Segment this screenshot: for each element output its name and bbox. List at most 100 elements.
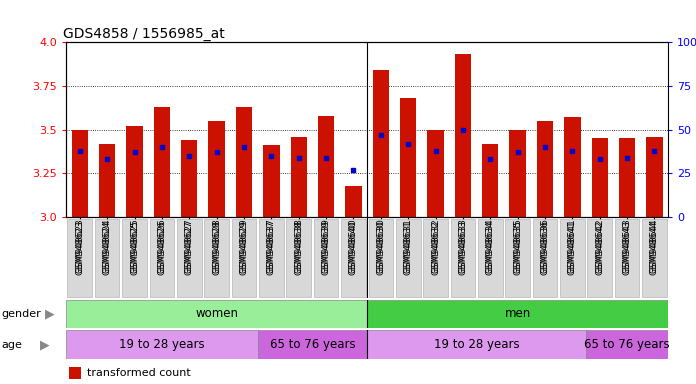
Bar — [290, 137, 307, 217]
FancyBboxPatch shape — [532, 218, 557, 297]
FancyBboxPatch shape — [560, 218, 585, 297]
Text: men: men — [505, 308, 531, 320]
Text: GSM948630: GSM948630 — [377, 218, 386, 273]
Text: GSM948623: GSM948623 — [75, 218, 84, 273]
Text: GSM948637: GSM948637 — [267, 220, 276, 275]
Text: GSM948636: GSM948636 — [541, 218, 550, 273]
Text: GSM948625: GSM948625 — [130, 218, 139, 273]
Bar — [345, 185, 362, 217]
Text: GSM948633: GSM948633 — [459, 220, 468, 275]
Text: GSM948642: GSM948642 — [595, 218, 604, 273]
Text: GSM948634: GSM948634 — [486, 218, 495, 273]
Text: transformed count: transformed count — [87, 369, 191, 379]
Bar — [647, 137, 663, 217]
FancyBboxPatch shape — [122, 218, 147, 297]
Text: GSM948630: GSM948630 — [377, 220, 386, 275]
Text: GSM948638: GSM948638 — [294, 218, 303, 273]
Bar — [427, 130, 444, 217]
Text: GSM948642: GSM948642 — [595, 220, 604, 275]
FancyBboxPatch shape — [205, 218, 229, 297]
FancyBboxPatch shape — [450, 218, 475, 297]
FancyBboxPatch shape — [505, 218, 530, 297]
Text: GSM948639: GSM948639 — [322, 218, 331, 273]
FancyBboxPatch shape — [367, 330, 586, 359]
FancyBboxPatch shape — [258, 330, 367, 359]
Text: GSM948624: GSM948624 — [103, 218, 111, 273]
Text: GSM948632: GSM948632 — [431, 218, 440, 273]
Bar — [592, 138, 608, 217]
Text: 19 to 28 years: 19 to 28 years — [119, 338, 205, 351]
FancyBboxPatch shape — [66, 330, 258, 359]
Bar — [236, 107, 252, 217]
Text: GSM948629: GSM948629 — [239, 220, 248, 275]
Bar — [69, 367, 81, 379]
FancyBboxPatch shape — [396, 218, 420, 297]
FancyBboxPatch shape — [423, 218, 448, 297]
Text: ▶: ▶ — [45, 308, 55, 320]
Bar — [619, 138, 635, 217]
Text: GSM948635: GSM948635 — [513, 220, 522, 275]
Bar — [509, 130, 526, 217]
FancyBboxPatch shape — [95, 218, 120, 297]
Text: GSM948640: GSM948640 — [349, 220, 358, 275]
Text: GSM948627: GSM948627 — [184, 218, 193, 273]
Bar — [400, 98, 416, 217]
Text: 65 to 76 years: 65 to 76 years — [269, 338, 355, 351]
Text: GSM948635: GSM948635 — [513, 218, 522, 273]
Text: GSM948633: GSM948633 — [459, 218, 468, 273]
Bar — [72, 130, 88, 217]
Text: GSM948643: GSM948643 — [623, 218, 631, 273]
Bar — [181, 140, 198, 217]
FancyBboxPatch shape — [287, 218, 311, 297]
Bar — [372, 70, 389, 217]
Text: GSM948624: GSM948624 — [103, 220, 111, 275]
Text: GSM948629: GSM948629 — [239, 218, 248, 273]
Bar — [318, 116, 334, 217]
Text: GSM948637: GSM948637 — [267, 218, 276, 273]
FancyBboxPatch shape — [478, 218, 503, 297]
Text: GSM948634: GSM948634 — [486, 220, 495, 275]
Text: GSM948641: GSM948641 — [568, 220, 577, 275]
Text: GSM948626: GSM948626 — [157, 220, 166, 275]
FancyBboxPatch shape — [259, 218, 284, 297]
Text: 65 to 76 years: 65 to 76 years — [585, 338, 670, 351]
Text: GSM948632: GSM948632 — [431, 220, 440, 275]
FancyBboxPatch shape — [642, 218, 667, 297]
Text: GSM948638: GSM948638 — [294, 220, 303, 275]
Bar — [564, 118, 580, 217]
Text: GSM948643: GSM948643 — [623, 220, 631, 275]
Bar — [482, 144, 498, 217]
FancyBboxPatch shape — [177, 218, 202, 297]
Text: GSM948631: GSM948631 — [404, 220, 413, 275]
Text: GSM948628: GSM948628 — [212, 218, 221, 273]
Bar — [263, 145, 280, 217]
Text: GSM948640: GSM948640 — [349, 218, 358, 273]
Text: GSM948631: GSM948631 — [404, 218, 413, 273]
FancyBboxPatch shape — [367, 300, 668, 328]
FancyBboxPatch shape — [615, 218, 640, 297]
FancyBboxPatch shape — [586, 330, 668, 359]
Bar — [154, 107, 170, 217]
Text: age: age — [1, 339, 22, 350]
Text: ▶: ▶ — [40, 338, 49, 351]
Bar — [454, 55, 471, 217]
FancyBboxPatch shape — [66, 300, 367, 328]
Text: 19 to 28 years: 19 to 28 years — [434, 338, 519, 351]
FancyBboxPatch shape — [587, 218, 612, 297]
Bar — [99, 144, 116, 217]
FancyBboxPatch shape — [368, 218, 393, 297]
Text: GSM948644: GSM948644 — [650, 220, 659, 275]
Text: GSM948626: GSM948626 — [157, 218, 166, 273]
Bar — [537, 121, 553, 217]
FancyBboxPatch shape — [341, 218, 366, 297]
Text: GSM948623: GSM948623 — [75, 220, 84, 275]
Text: GSM948628: GSM948628 — [212, 220, 221, 275]
Text: GSM948639: GSM948639 — [322, 220, 331, 275]
FancyBboxPatch shape — [68, 218, 92, 297]
Text: GSM948641: GSM948641 — [568, 218, 577, 273]
Text: GSM948644: GSM948644 — [650, 218, 659, 273]
Text: gender: gender — [1, 309, 41, 319]
FancyBboxPatch shape — [150, 218, 174, 297]
FancyBboxPatch shape — [232, 218, 256, 297]
Text: women: women — [195, 308, 238, 320]
